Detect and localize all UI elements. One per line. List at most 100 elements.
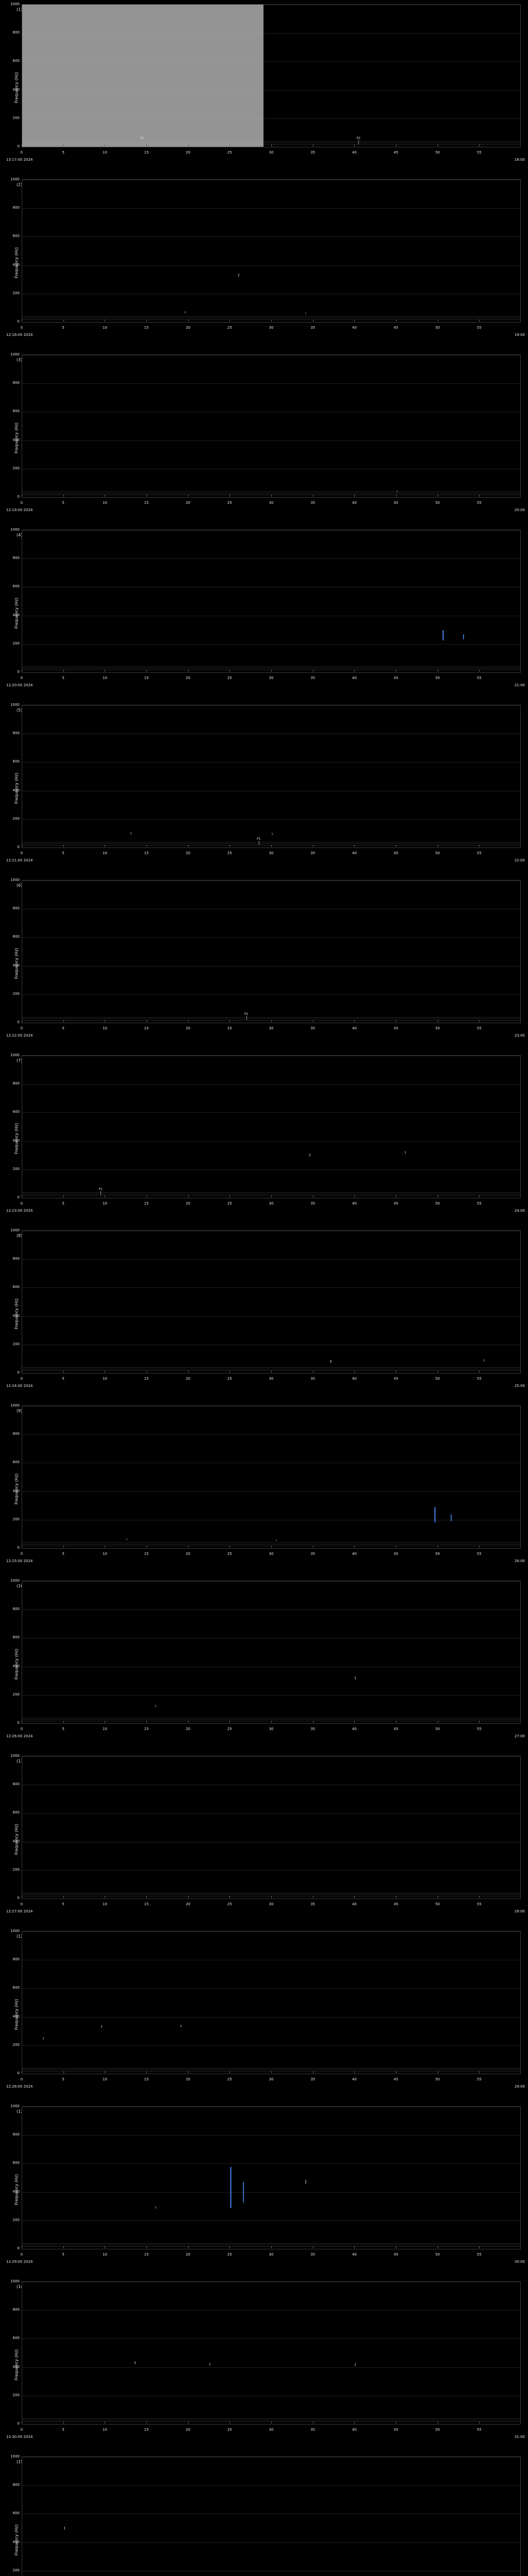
x-tick-mark [479,1195,480,1197]
x-tick-label: 25 [227,1552,232,1556]
spectrogram-panel[interactable]: Frequency (Hz) (7) 1000 800 600 400 200 0 0 5 10 15… [0,1051,528,1226]
y-tick-label: 400 [12,1313,20,1318]
x-tick-mark [312,1546,314,1548]
y-tick-label: 0 [17,670,20,674]
spectrogram-panel[interactable]: Frequency (Hz) (9) 1000 800 600 400 200 0 0 5 10 15… [0,1401,528,1577]
spectrogram-baseline [22,1894,520,1895]
y-tick-label: 200 [12,1867,20,1872]
detection-marker [276,1539,277,1541]
x-tick-mark [146,845,147,847]
spectrogram-panel[interactable]: Frequency (Hz) (5) 1000 800 600 400 200 0 0 5 10 15… [0,701,528,876]
gridline [22,2457,520,2458]
x-tick-mark [396,1370,397,1372]
y-tick-label: 600 [12,59,20,63]
plot-area[interactable] [22,705,521,848]
x-tick-mark [396,670,397,672]
spectrogram-panel[interactable]: Frequency (Hz) (10) 1000 800 600 400 200 0 0 5 10 1… [0,1577,528,1752]
end-time-label: 29:00 [514,2084,525,2089]
x-tick-label: 50 [435,676,440,680]
y-tick-label: 400 [12,2189,20,2194]
x-tick-label: 20 [186,2077,191,2081]
y-tick-label: 0 [17,2421,20,2426]
plot-area[interactable] [22,1055,521,1198]
x-tick-mark [229,319,230,321]
panel-index: (6) [16,883,23,888]
y-tick-label: 600 [12,1635,20,1640]
x-tick-label: 40 [352,1026,357,1030]
plot-area[interactable] [22,4,521,147]
gridline [22,1287,520,1289]
x-tick-mark [63,2421,64,2424]
panel-index: (9) [16,1409,23,1413]
plot-area[interactable] [22,530,521,673]
x-tick-mark [479,1370,480,1372]
y-tick-label: 800 [12,1957,20,1962]
y-tick-label: 1000 [10,1579,20,1583]
x-tick-label: 30 [269,851,274,855]
gridline [22,2485,520,2486]
x-tick-label: 15 [144,2252,149,2257]
spectrogram-panel[interactable]: Frequency (Hz) (6) 1000 800 600 400 200 0 0 5 10 15… [0,876,528,1051]
spectrogram-panel[interactable]: Frequency (Hz)(15)1000800600400200005101… [0,2452,528,2576]
x-tick-mark [188,1370,189,1372]
y-tick-label: 400 [12,1488,20,1493]
y-tick-label: 600 [12,1460,20,1465]
event-label: P1 [98,1188,103,1191]
time-selection-overlay[interactable] [22,5,263,147]
spectrogram-panel[interactable]: Frequency (Hz) (11) 1000 800 600 400 200 0 0 5 10 1… [0,1752,528,1927]
x-tick-label: 45 [393,150,399,155]
x-tick-label: 55 [476,326,482,330]
spectrogram-panel[interactable]: Frequency (Hz) (1) 1000 800 600 400 200 0 0 5 10 15… [0,0,528,175]
panel-index: (15) [16,2460,25,2464]
x-tick-mark [146,495,147,497]
x-tick-mark [354,670,355,672]
x-tick-mark [63,1546,64,1548]
plot-area[interactable] [22,880,521,1023]
x-tick-mark [271,1546,272,1548]
x-tick-mark [146,1896,147,1898]
x-tick-label: 50 [435,1902,440,1906]
x-tick-mark [479,2246,480,2248]
spectrogram-panel[interactable]: Frequency (Hz) (8) 1000 800 600 400 200 0 0 5 10 15… [0,1226,528,1401]
x-tick-label: 10 [102,1026,107,1030]
spectrogram-panel[interactable]: Frequency (Hz) (13) 1000 800 600 400 200 0 0 5 10 1… [0,2102,528,2277]
x-tick-mark [229,144,230,146]
plot-area[interactable] [22,2281,521,2425]
x-tick-label: 35 [310,501,316,505]
y-tick-label: 800 [12,2308,20,2312]
plot-area[interactable] [22,1756,521,1899]
plot-area[interactable] [22,1931,521,2074]
x-tick-label: 20 [186,851,191,855]
x-tick-mark [271,2246,272,2248]
plot-area[interactable] [22,1405,521,1549]
spectrogram-panel[interactable]: Frequency (Hz) (2) 1000 800 600 400 200 0 0 5 10 15… [0,175,528,350]
spectrogram-baseline [22,1544,520,1545]
y-tick-label: 800 [12,906,20,911]
plot-area[interactable] [22,1581,521,1724]
x-tick-mark [396,319,397,321]
x-tick-mark [188,1896,189,1898]
end-time-label: 26:00 [514,1558,525,1563]
plot-area[interactable] [22,2456,521,2576]
panel-index: (11) [16,1759,25,1764]
spectrogram-panel[interactable]: Frequency (Hz) (14) 1000 800 600 400 200 0 0 5 10 1… [0,2277,528,2452]
x-tick-mark [229,1195,230,1197]
y-tick-label: 1000 [10,352,20,357]
event-label: P2 [356,137,361,140]
plot-area[interactable] [22,1230,521,1374]
x-tick-label: 50 [435,851,440,855]
y-tick-label: 200 [12,2217,20,2222]
y-tick-label: 400 [12,2364,20,2369]
plot-area[interactable] [22,354,521,498]
plot-area[interactable] [22,2106,521,2249]
y-tick-label: 200 [12,641,20,646]
spectrogram-panel[interactable]: Frequency (Hz) (12) 1000 800 600 400 200 0 0 5 10 1… [0,1927,528,2102]
spectrogram-panel[interactable]: Frequency (Hz) (4) 1000 800 600 400 200 0 0 5 10 15… [0,526,528,701]
spectrogram-panel[interactable]: Frequency (Hz) (3) 1000 800 600 400 200 0 0 5 10 15… [0,350,528,526]
x-tick-label: 35 [310,1201,316,1206]
plot-area[interactable] [22,179,521,323]
panel-index: (1) [16,7,23,12]
x-tick-label: 25 [227,1902,232,1906]
x-tick-mark [354,1370,355,1372]
